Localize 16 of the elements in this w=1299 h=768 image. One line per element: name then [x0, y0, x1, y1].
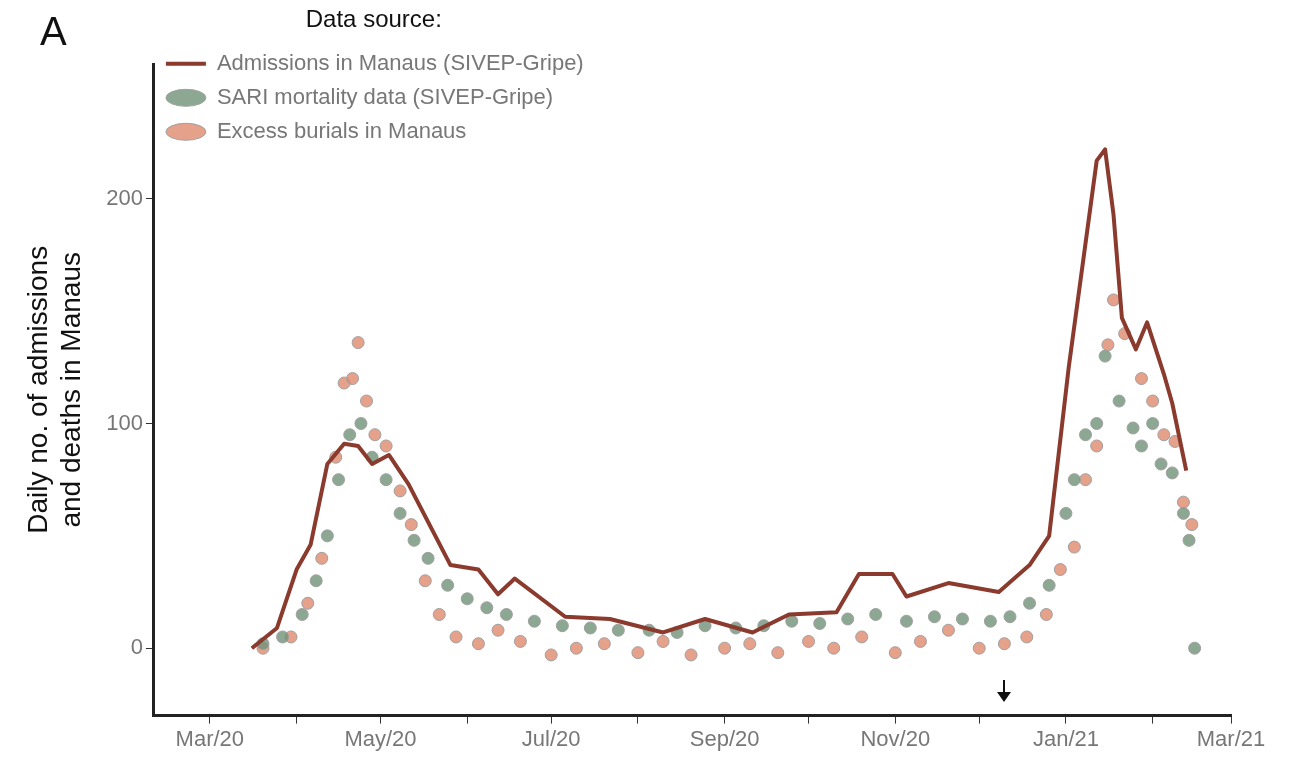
y-axis-title: Daily no. of admissions and deaths in Manaus — [21, 245, 87, 534]
x-tick-label: Mar/21 — [1196, 725, 1266, 751]
y-tick-label: 100 — [106, 409, 143, 435]
x-tick-label: Sep/20 — [689, 725, 760, 751]
x-tick-label: May/20 — [344, 725, 417, 751]
x-tick-label: Jan/21 — [1032, 725, 1099, 751]
text: A — [40, 9, 67, 54]
x-tick-label: Nov/20 — [860, 725, 931, 751]
x-tick-label: Jul/20 — [521, 725, 581, 751]
y-tick-label: 0 — [130, 634, 143, 660]
y-tick-label: 200 — [106, 184, 143, 210]
legend-title: Data source: — [305, 4, 442, 32]
legend-label: SARI mortality data (SIVEP-Gripe) — [216, 83, 554, 109]
legend-label: Admissions in Manaus (SIVEP-Gripe) — [216, 49, 584, 75]
x-tick-label: Mar/20 — [175, 725, 245, 751]
legend-label: Excess burials in Manaus — [216, 117, 467, 143]
